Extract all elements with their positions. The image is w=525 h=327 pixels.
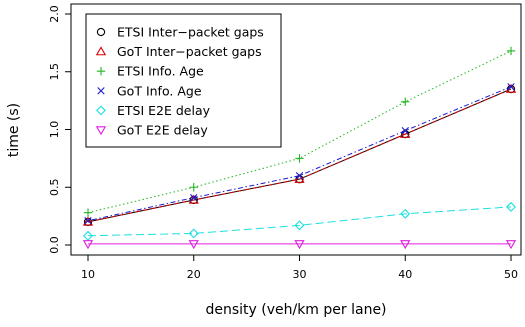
legend-label: GoT Inter−packet gaps xyxy=(117,44,262,59)
legend-marker xyxy=(96,67,106,76)
legend-marker xyxy=(95,126,107,136)
data-point xyxy=(83,230,93,241)
x-axis: 10 20 30 40 50 xyxy=(81,255,518,281)
legend-marker xyxy=(95,46,107,56)
data-point xyxy=(401,97,410,106)
x-tick-label: 30 xyxy=(293,268,307,281)
data-point xyxy=(294,173,305,183)
data-point xyxy=(507,83,515,91)
series-5 xyxy=(83,201,516,241)
legend-entry: ETSI E2E delay xyxy=(96,103,211,118)
data-point xyxy=(505,240,517,250)
y-tick-label: 1.5 xyxy=(48,63,61,81)
x-tick-label: 40 xyxy=(398,268,412,281)
data-point xyxy=(294,220,305,231)
legend-label: GoT E2E delay xyxy=(117,123,208,138)
data-point xyxy=(294,240,305,250)
legend-entry: ETSI Inter−packet gaps xyxy=(96,25,264,40)
series-line xyxy=(87,206,512,237)
x-tick-label: 10 xyxy=(81,268,95,281)
series-3 xyxy=(83,46,516,217)
series-line xyxy=(87,86,512,222)
data-point xyxy=(188,240,199,250)
legend-label: ETSI Info. Age xyxy=(117,64,204,79)
x-tick-label: 50 xyxy=(504,268,518,281)
series-layer xyxy=(82,46,517,250)
data-point xyxy=(295,172,304,180)
data-point xyxy=(401,126,409,135)
legend-marker xyxy=(96,105,106,116)
legend-entry: GoT Inter−packet gaps xyxy=(95,44,262,59)
data-point xyxy=(190,193,198,202)
series-line xyxy=(87,50,512,214)
legend-marker xyxy=(96,27,106,37)
legend-label: ETSI E2E delay xyxy=(117,103,211,118)
series-4 xyxy=(84,83,515,225)
legend-entry: GoT Info. Age xyxy=(97,83,202,98)
data-point xyxy=(84,217,92,225)
x-axis-title: density (veh/km per lane) xyxy=(205,302,386,318)
data-point xyxy=(295,154,304,163)
y-tick-label: 1.0 xyxy=(48,121,61,139)
data-point xyxy=(400,208,411,219)
y-tick-label: 0.0 xyxy=(48,236,61,254)
data-point xyxy=(82,216,94,226)
data-point xyxy=(400,240,411,250)
data-point xyxy=(82,240,94,250)
legend-items: ETSI Inter−packet gaps GoT Inter−packet g… xyxy=(95,25,264,138)
y-axis: 0.0 0.5 1.0 1.5 2.0 xyxy=(48,5,71,254)
y-tick-label: 2.0 xyxy=(48,5,61,23)
y-tick-label: 0.5 xyxy=(48,179,61,197)
data-point xyxy=(506,46,516,56)
data-point xyxy=(400,128,411,138)
legend-label: GoT Info. Age xyxy=(117,83,202,98)
data-point xyxy=(188,228,199,239)
x-tick-label: 20 xyxy=(187,268,201,281)
legend: ETSI Inter−packet gaps GoT Inter−packet g… xyxy=(85,13,282,148)
series-6 xyxy=(82,240,517,250)
data-point xyxy=(506,201,516,212)
data-point xyxy=(83,208,93,217)
y-axis-title: time (s) xyxy=(6,103,22,157)
legend-entry: ETSI Info. Age xyxy=(96,64,204,79)
legend-label: ETSI Inter−packet gaps xyxy=(117,25,264,40)
legend-entry: GoT E2E delay xyxy=(95,123,208,138)
data-point xyxy=(505,83,517,93)
legend-marker xyxy=(97,87,105,95)
series-line xyxy=(87,88,512,223)
legend-box xyxy=(85,13,282,148)
data-point xyxy=(189,183,198,192)
